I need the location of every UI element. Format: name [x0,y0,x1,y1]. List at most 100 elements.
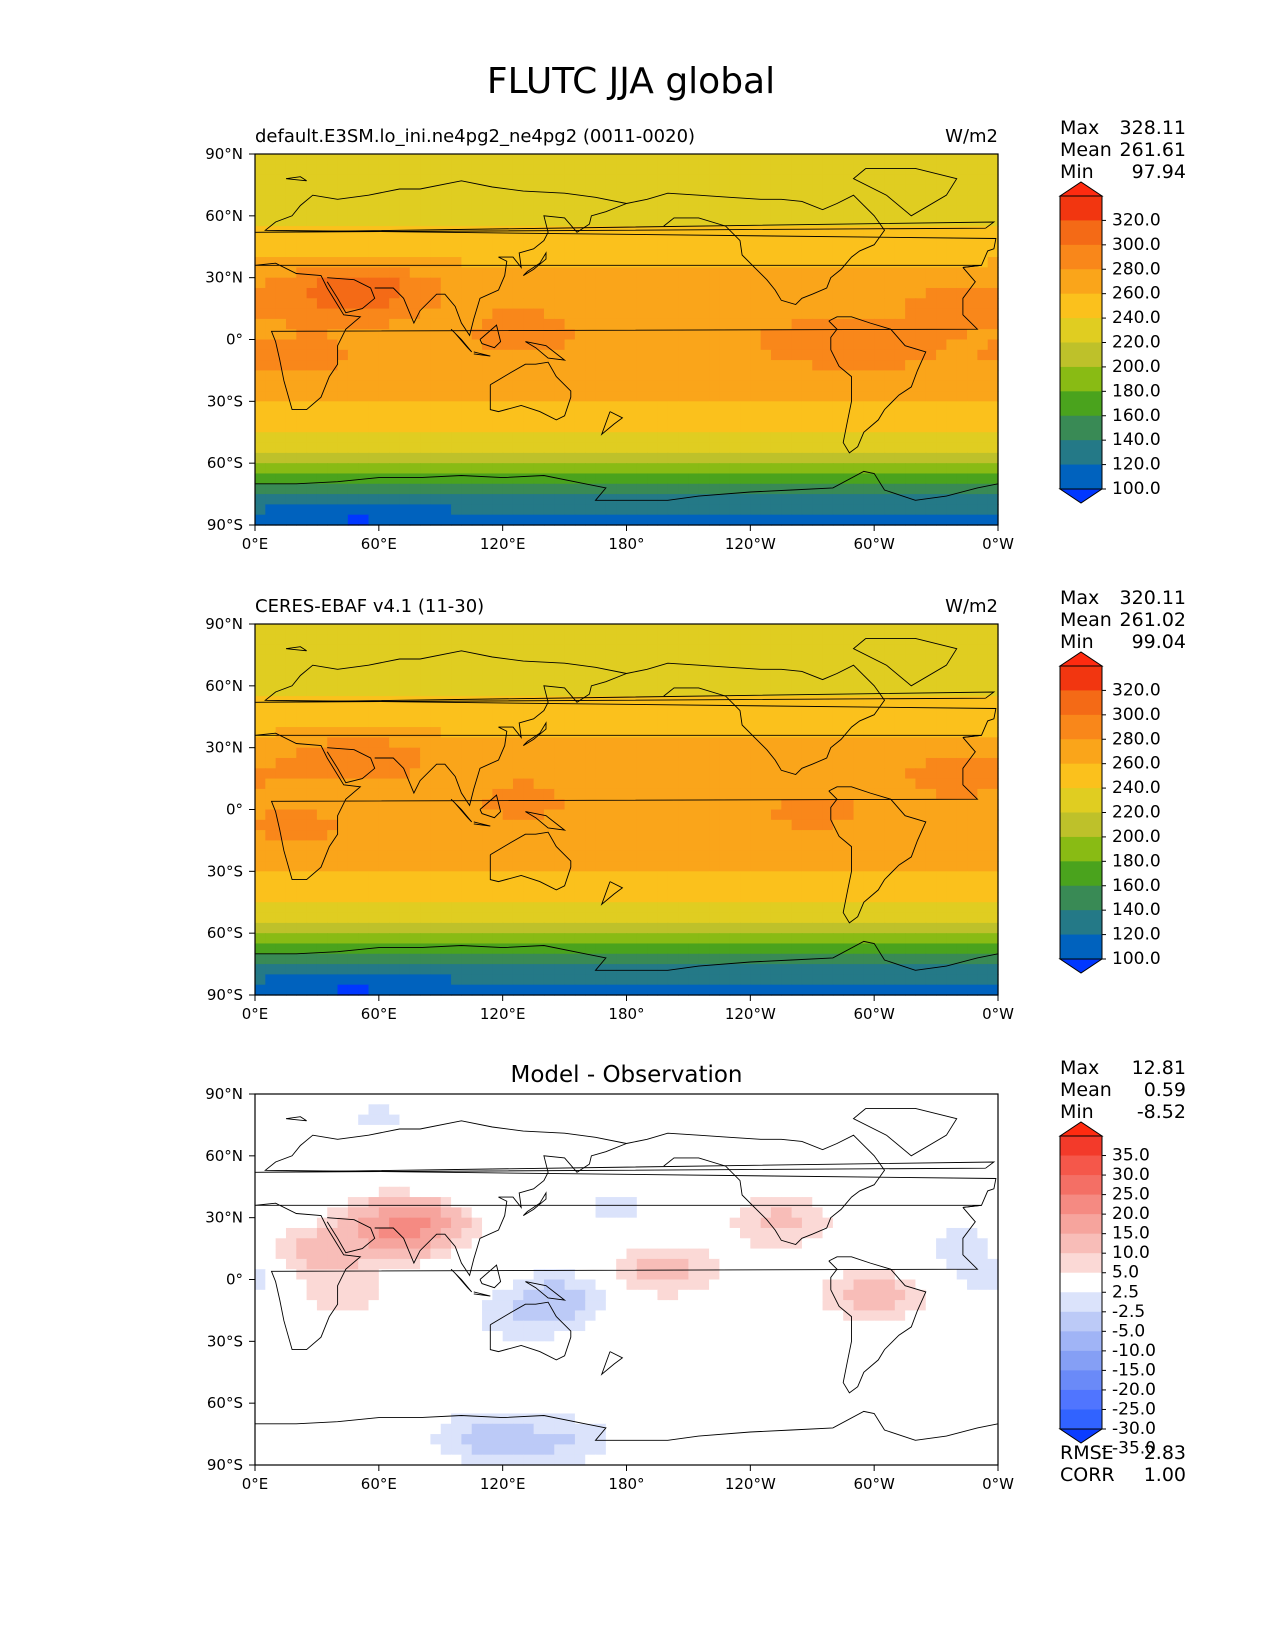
field-cell [801,504,813,516]
field-cell [533,737,545,749]
field-cell [492,287,504,299]
field-cell [709,819,720,831]
field-cell [843,922,855,934]
field-cell [832,871,844,883]
field-cell [440,236,452,248]
field-cell [564,644,576,656]
field-cell [440,504,452,516]
field-cell [801,737,813,749]
field-cell [482,452,493,464]
field-cell [533,809,545,821]
field-cell [409,174,421,186]
field-cell [492,871,504,883]
field-cell [967,463,978,475]
field-cell [791,483,803,495]
field-cell [740,644,751,656]
field-cell [523,850,535,862]
field-cell [275,819,287,831]
field-cell [512,401,524,413]
field-cell [709,267,720,279]
field-cell [523,706,535,718]
field-cell [781,421,793,433]
field-cell [306,706,318,718]
field-cell [987,215,999,227]
field-cell [626,391,638,402]
field-cell [389,665,401,677]
field-cell [420,861,432,872]
panel-1: 0°E 60°E 120°E 180° 120°W 60°W 0°W90°N60°N30°N… [205,117,1186,553]
field-cell [296,922,308,934]
field-cell [492,675,504,687]
field-cell [770,819,782,831]
field-cell [533,370,545,382]
field-cell [564,257,576,268]
field-cell [750,195,762,207]
field-cell [894,675,906,687]
field-cell [409,205,421,217]
field-cell [492,933,504,945]
field-cell [967,922,978,934]
field-cell [543,329,555,341]
field-cell [316,737,328,749]
field-cell [533,665,545,677]
field-cell [430,757,442,769]
field-cell [719,442,731,454]
field-cell [822,205,834,217]
field-cell [698,452,710,464]
field-cell [667,809,679,821]
field-cell [337,184,349,196]
field-cell [409,349,421,361]
field-cell [698,504,710,516]
field-cell [378,716,390,728]
field-cell [822,494,834,505]
field-cell [801,421,813,433]
field-cell [709,226,720,238]
field-cell [285,349,297,361]
field-cell [843,421,855,433]
field-cell [605,819,617,831]
field-cell [636,716,648,728]
field-cell [409,287,421,299]
field-cell [874,716,886,728]
field-cell [987,442,999,454]
field-cell [595,236,607,248]
field-cell [801,778,813,790]
field-cell [801,401,813,413]
field-cell [843,391,855,402]
field-cell [512,830,524,842]
field-cell [946,267,958,279]
field-cell [956,287,968,299]
field-cell [956,174,968,186]
field-cell [863,624,875,635]
field-cell [791,675,803,687]
field-cell [327,819,339,831]
field-cell [781,287,793,299]
field-cell [327,747,339,759]
field-cell [512,236,524,248]
field-cell [936,696,947,708]
field-cell [770,706,782,718]
field-cell [430,840,442,852]
field-cell [523,933,535,945]
field-cell [812,463,824,475]
field-cell [440,184,452,196]
field-cell [905,514,917,526]
field-cell [667,799,679,811]
field-cell [605,246,617,258]
field-cell [874,799,886,811]
field-cell [316,685,328,697]
field-cell [781,215,793,227]
field-cell [574,933,586,945]
field-cell [894,463,906,475]
field-cell [368,494,380,505]
field-cell [832,768,844,780]
field-cell [585,463,597,475]
field-cell [316,902,328,914]
field-cell [523,318,535,330]
field-cell [378,205,390,217]
field-cell [936,809,947,821]
field-cell [616,349,628,361]
field-cell [554,267,566,279]
field-cell [967,370,978,382]
field-cell [378,912,390,924]
